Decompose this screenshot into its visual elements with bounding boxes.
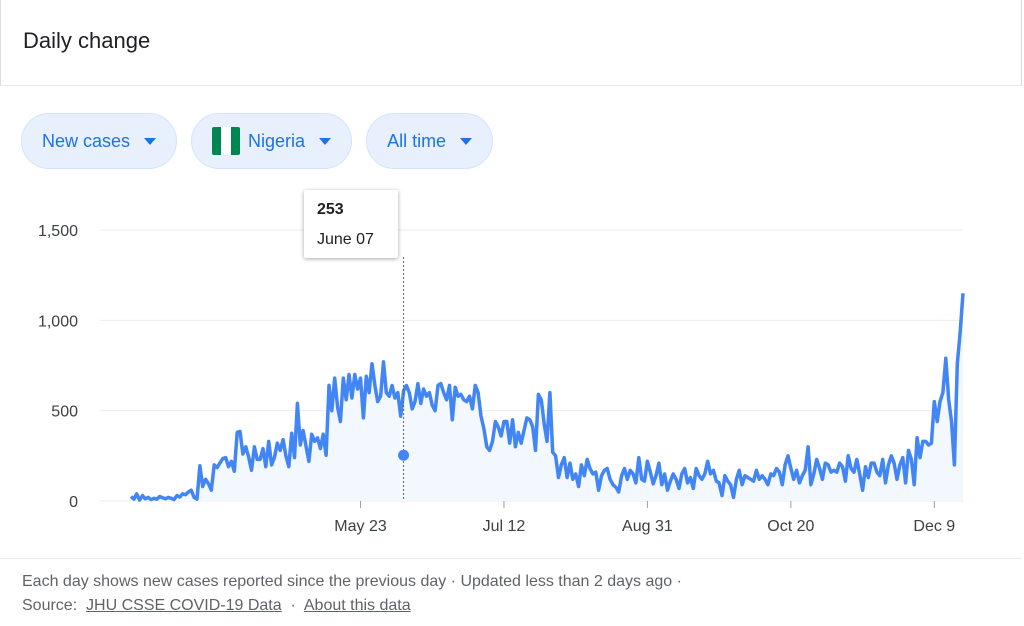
caret-down-icon: [460, 137, 473, 145]
footer-description: Each day shows new cases reported since …: [22, 573, 682, 590]
page-title: Daily change: [23, 28, 151, 53]
range-label: All time: [387, 130, 447, 151]
country-label: Nigeria: [248, 130, 306, 151]
filter-bar: New cases Nigeria All time: [21, 113, 494, 169]
highlight-point: [398, 449, 410, 461]
card-header: Daily change: [0, 0, 1022, 86]
x-tick-label: Aug 31: [622, 518, 673, 535]
x-tick-label: Dec 9: [913, 518, 955, 535]
footer-source-line: Source: JHU CSSE COVID-19 Data · About t…: [22, 597, 411, 615]
metric-label: New cases: [42, 130, 131, 151]
y-tick-label: 1,500: [38, 223, 78, 240]
caret-down-icon: [319, 137, 332, 145]
y-tick-label: 0: [69, 494, 78, 511]
caret-down-icon: [144, 137, 157, 145]
x-tick-label: Jul 12: [483, 518, 526, 535]
tooltip-value: 253: [317, 201, 344, 218]
x-tick-label: Oct 20: [767, 518, 814, 535]
y-tick-label: 500: [51, 404, 78, 421]
about-data-link[interactable]: About this data: [303, 597, 411, 614]
card-footer: Each day shows new cases reported since …: [0, 558, 1022, 614]
country-dropdown[interactable]: Nigeria: [191, 113, 353, 169]
range-dropdown[interactable]: All time: [366, 113, 494, 169]
nigeria-flag-icon: [212, 127, 241, 155]
source-link[interactable]: JHU CSSE COVID-19 Data: [86, 597, 282, 614]
metric-dropdown[interactable]: New cases: [21, 113, 178, 169]
daily-change-chart[interactable]: 0 500 1,000 1,500 May 23 Jul 12 Aug 31 Oct 20 De…: [0, 185, 1024, 545]
y-tick-label: 1,000: [38, 313, 78, 330]
tooltip-date: June 07: [317, 231, 374, 248]
x-tick-label: May 23: [334, 518, 387, 535]
chart-tooltip: 253 June 07: [304, 190, 398, 258]
source-label: Source:: [22, 597, 78, 614]
series-area: [131, 293, 963, 501]
separator-dot: ·: [290, 597, 296, 614]
series-line: [129, 293, 965, 502]
